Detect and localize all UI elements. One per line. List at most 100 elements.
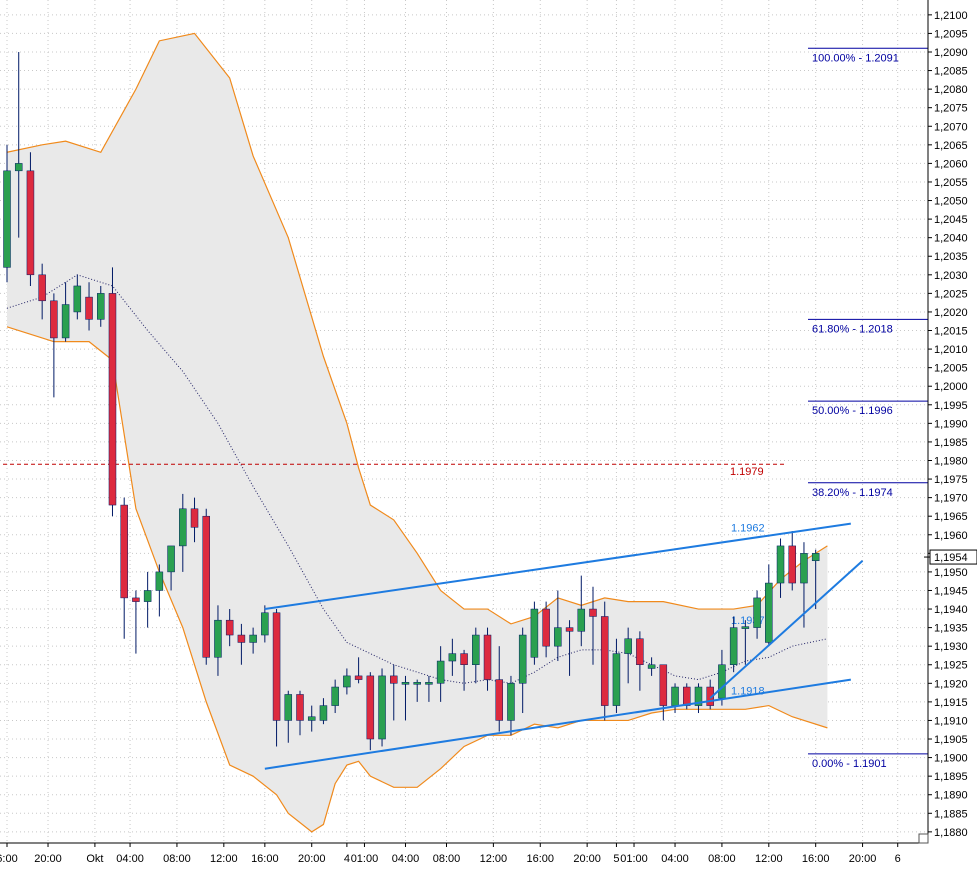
trendline bbox=[264, 522, 851, 611]
resize-grip-icon bbox=[918, 833, 929, 844]
candle-up bbox=[97, 293, 105, 320]
y-tick-label: 1,2090 bbox=[934, 47, 968, 59]
candle-down bbox=[190, 508, 199, 528]
trendline-layer bbox=[264, 522, 864, 770]
y-tick-label: 1,1890 bbox=[934, 790, 968, 802]
candle-up bbox=[179, 508, 187, 547]
y-tick-label: 1,2095 bbox=[934, 28, 968, 40]
x-tick-label: 20:00 bbox=[298, 853, 326, 865]
y-tick-label: 1,1895 bbox=[934, 771, 968, 783]
candle-up bbox=[729, 627, 738, 665]
bollinger-upper-line bbox=[6, 32, 828, 625]
candle-up bbox=[14, 163, 23, 172]
candle-up bbox=[143, 590, 152, 602]
y-tick-label: 1,2045 bbox=[934, 214, 968, 226]
candle-down bbox=[589, 608, 597, 617]
trendline bbox=[709, 560, 864, 699]
candle-down bbox=[483, 634, 492, 680]
current-price-label: 1,1954 bbox=[934, 552, 968, 564]
candle-up bbox=[73, 285, 82, 313]
y-tick-label: 1,1880 bbox=[934, 827, 968, 839]
candle-down bbox=[50, 300, 58, 339]
candle-up bbox=[343, 675, 351, 688]
y-tick-label: 1,1975 bbox=[934, 474, 968, 486]
y-tick-label: 1,1920 bbox=[934, 678, 968, 690]
candle-down bbox=[683, 686, 691, 706]
y-tick-label: 1,2025 bbox=[934, 288, 968, 300]
y-tick-label: 1,1970 bbox=[934, 493, 968, 505]
x-tick-label: 20:00 bbox=[573, 853, 601, 865]
y-tick-label: 1,2015 bbox=[934, 326, 968, 338]
trendline bbox=[264, 678, 851, 770]
y-tick-label: 1,1935 bbox=[934, 623, 968, 635]
candle-up bbox=[249, 634, 257, 643]
y-tick-label: 1,1985 bbox=[934, 437, 968, 449]
x-tick-label: 12:00 bbox=[480, 853, 508, 865]
candle-up bbox=[776, 545, 785, 584]
candle-down bbox=[26, 170, 35, 276]
candle-up bbox=[401, 682, 410, 685]
fibonacci-level-label: 38.20% - 1.1974 bbox=[812, 487, 893, 499]
resistance-level-label: 1.1979 bbox=[730, 466, 764, 478]
candle-up bbox=[694, 686, 703, 706]
candle-up bbox=[671, 686, 679, 706]
y-tick-label: 1,2020 bbox=[934, 307, 968, 319]
candle-down bbox=[788, 545, 796, 584]
candle-up bbox=[284, 694, 293, 721]
candle-down bbox=[495, 679, 503, 721]
candle-up bbox=[811, 553, 820, 562]
candle-down bbox=[636, 638, 644, 665]
candle-down bbox=[354, 675, 363, 680]
candle-up bbox=[518, 634, 527, 684]
x-tick-label: 04:00 bbox=[661, 853, 689, 865]
trendline-level-label: 1.1962 bbox=[731, 522, 765, 534]
y-tick-label: 1,2035 bbox=[934, 251, 968, 263]
y-tick-label: 1,1930 bbox=[934, 641, 968, 653]
candle-down bbox=[202, 515, 210, 658]
candle-down bbox=[600, 616, 609, 706]
x-tick-label: 04:00 bbox=[116, 853, 144, 865]
y-tick-label: 1,2010 bbox=[934, 344, 968, 356]
candle-up bbox=[319, 705, 328, 721]
candle-down bbox=[108, 293, 117, 506]
candles-layer bbox=[3, 51, 820, 751]
x-tick-label: 08:00 bbox=[708, 853, 736, 865]
x-tick-label: 16:00 bbox=[251, 853, 279, 865]
candle-up bbox=[800, 553, 808, 584]
y-tick-label: 1,2080 bbox=[934, 84, 968, 96]
candle-up bbox=[530, 608, 539, 658]
y-tick-label: 1,1945 bbox=[934, 585, 968, 597]
candle-up bbox=[718, 664, 726, 699]
candle-down bbox=[85, 296, 93, 320]
candle-up bbox=[436, 660, 445, 684]
y-tick-label: 1,2000 bbox=[934, 381, 968, 393]
candle-down bbox=[460, 653, 468, 665]
y-tick-label: 1,2060 bbox=[934, 158, 968, 170]
y-tick-label: 1,1885 bbox=[934, 808, 968, 820]
candle-up bbox=[167, 545, 175, 573]
x-tick-label: 5 bbox=[613, 853, 619, 865]
x-tick-label: 04:00 bbox=[392, 853, 420, 865]
candle-down bbox=[237, 634, 246, 643]
x-tick-label: 6:00 bbox=[0, 853, 18, 865]
fibonacci-level-label: 61.80% - 1.2018 bbox=[812, 323, 893, 335]
candle-down bbox=[120, 504, 128, 599]
x-tick-label: Okt bbox=[86, 853, 103, 865]
candle-up bbox=[413, 682, 421, 685]
candle-up bbox=[331, 686, 339, 706]
candle-up bbox=[307, 716, 316, 721]
x-tick-label: 01:00 bbox=[620, 853, 648, 865]
candle-up bbox=[554, 627, 562, 647]
candle-up bbox=[378, 675, 386, 740]
candle-up bbox=[261, 612, 269, 636]
candle-up bbox=[472, 634, 480, 665]
candle-down bbox=[132, 597, 140, 602]
x-tick-label: 12:00 bbox=[755, 853, 783, 865]
y-tick-label: 1,1900 bbox=[934, 753, 968, 765]
candle-down bbox=[225, 619, 234, 636]
candle-down bbox=[366, 675, 375, 740]
candle-up bbox=[647, 664, 656, 669]
x-tick-label: 01:00 bbox=[351, 853, 379, 865]
candle-down bbox=[542, 608, 550, 647]
